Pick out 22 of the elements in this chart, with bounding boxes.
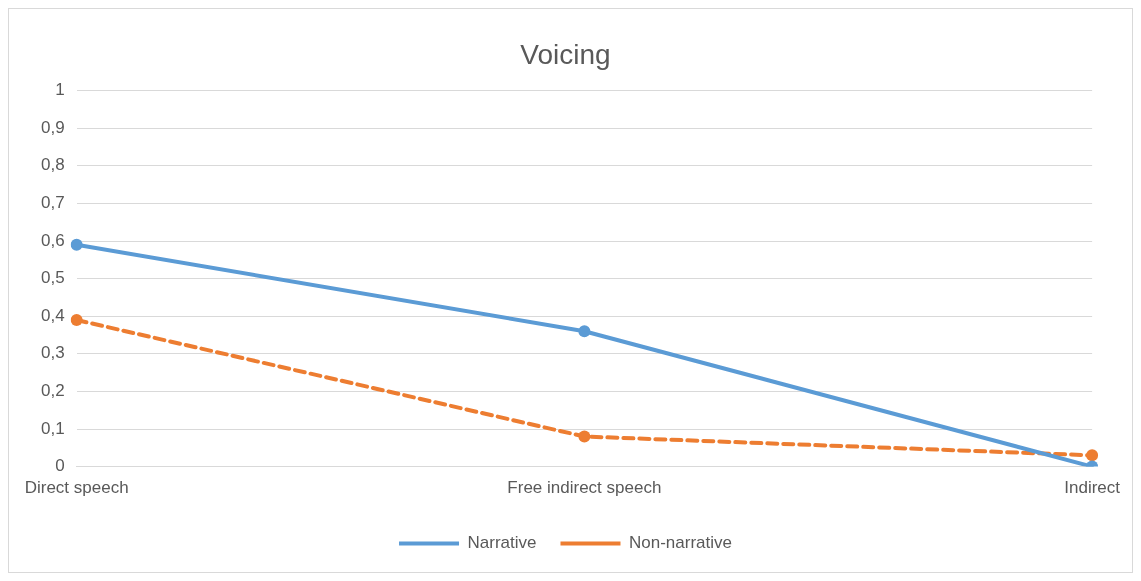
point: [578, 430, 591, 443]
y-tick-label: 0,6: [40, 230, 65, 250]
x-tick-label: Free indirect speech: [507, 478, 662, 498]
point: [1086, 449, 1099, 462]
y-tick-label: 0,8: [40, 155, 65, 175]
y-tick-label: 0,5: [40, 268, 65, 288]
point: [70, 238, 83, 251]
legend-label: Non-narrative: [628, 533, 732, 553]
legend-label: Narrative: [467, 533, 537, 553]
y-tick-label: 0: [55, 456, 65, 476]
y-tick-label: 0,9: [40, 117, 65, 137]
chart-title: Voicing: [520, 38, 611, 70]
point: [578, 325, 591, 338]
x-tick-label: Direct speech: [24, 478, 129, 498]
y-tick-label: 0,7: [40, 193, 65, 213]
y-tick-label: 1: [55, 80, 65, 100]
y-tick-label: 0,2: [40, 381, 65, 401]
y-tick-label: 0,3: [40, 343, 65, 363]
x-tick-label: Indirect: [1064, 478, 1121, 498]
y-tick-label: 0,1: [40, 418, 65, 438]
point: [70, 313, 83, 326]
y-tick-label: 0,4: [40, 305, 65, 325]
